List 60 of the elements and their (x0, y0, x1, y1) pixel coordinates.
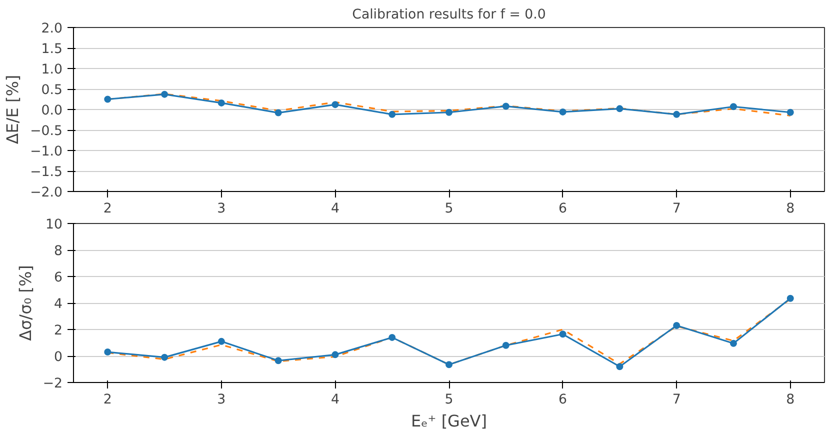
y-tick-label: 1.5 (41, 42, 63, 57)
point (502, 102, 510, 110)
point (730, 340, 737, 347)
point (730, 103, 737, 110)
x-tick-label: 2 (103, 202, 112, 216)
point (218, 338, 225, 345)
y-tick-label: 0 (54, 350, 63, 365)
y-tick-label: 2 (54, 324, 63, 338)
chart-title: Calibration results for f = 0.0 (352, 8, 546, 22)
x-tick-label: 3 (217, 392, 226, 408)
point (673, 110, 680, 118)
point (388, 110, 396, 118)
x-tick-label: 4 (330, 202, 340, 216)
y-axis-title: Δσ/σ₀ [%] (16, 265, 35, 341)
y-tick-label: 2.0 (41, 22, 63, 36)
point (332, 101, 339, 108)
x-tick-label: 4 (330, 392, 340, 408)
point (446, 108, 452, 116)
y-tick-label: 10 (46, 218, 63, 232)
y-tick-label: 6 (54, 270, 63, 286)
point (502, 342, 510, 349)
point (616, 105, 624, 112)
x-tick-label: 5 (444, 202, 454, 216)
x-tick-label: 6 (558, 392, 568, 408)
point (332, 351, 339, 358)
y-tick-label: −0.5 (30, 124, 63, 139)
point (161, 354, 168, 361)
point (616, 363, 624, 370)
point (161, 90, 168, 98)
point (786, 294, 794, 302)
x-tick-label: 2 (103, 392, 112, 408)
x-tick-label: 7 (672, 392, 681, 408)
point (673, 322, 680, 330)
y-axis-title: ΔE/E [%] (3, 74, 22, 144)
y-tick-label: 4 (54, 297, 63, 312)
x-tick-label: 5 (444, 392, 454, 408)
x-tick-label: 6 (558, 202, 568, 216)
y-tick-label: 8 (54, 244, 63, 259)
point (559, 330, 566, 338)
x-tick-label: 8 (786, 392, 795, 408)
x-tick-label: 8 (786, 202, 795, 216)
y-tick-label: −1.0 (30, 144, 63, 160)
y-tick-label: 1.0 (41, 62, 63, 78)
x-axis-title: Eₑ⁺ [GeV] (411, 412, 487, 430)
x-tick-label: 3 (217, 202, 226, 216)
point (274, 357, 282, 364)
y-tick-label: 0.0 (41, 104, 63, 118)
y-tick-label: 0.5 (41, 83, 63, 98)
point (786, 108, 794, 116)
point (104, 96, 112, 103)
point (446, 361, 452, 368)
point (559, 108, 566, 116)
point (104, 348, 112, 356)
point (274, 109, 282, 116)
point (218, 99, 225, 106)
y-tick-label: −2.0 (30, 186, 63, 200)
y-tick-label: −2 (42, 376, 63, 392)
x-tick-label: 7 (672, 202, 681, 216)
y-tick-label: −1.5 (30, 165, 63, 180)
point (388, 334, 396, 341)
